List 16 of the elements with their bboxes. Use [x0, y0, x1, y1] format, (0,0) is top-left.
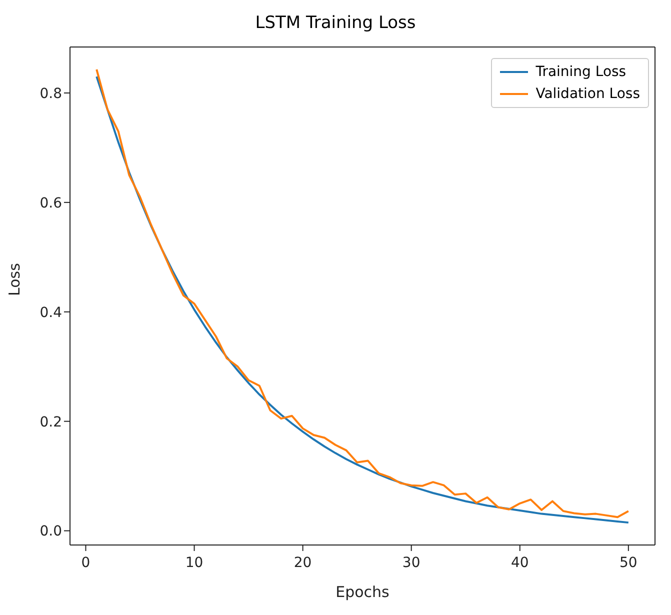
legend-label: Training Loss — [536, 63, 626, 82]
y-tick-label: 0.0 — [40, 524, 62, 540]
x-tick-label: 50 — [619, 555, 638, 571]
y-tick-label: 0.4 — [40, 304, 62, 321]
legend-label: Validation Loss — [536, 85, 640, 104]
x-tick-label: 10 — [185, 555, 204, 571]
chart-title: LSTM Training Loss — [254, 12, 417, 35]
y-axis-title: Loss — [5, 262, 24, 296]
y-tick-label: 0.8 — [40, 86, 62, 102]
x-tick-label: 0 — [81, 555, 90, 571]
x-tick-label: 20 — [294, 555, 312, 571]
x-tick-label: 30 — [402, 555, 420, 571]
x-axis-title: Epochs — [336, 583, 390, 601]
y-tick-label: 0.2 — [40, 414, 62, 430]
y-tick-label: 0.6 — [40, 195, 62, 212]
x-tick-label: 40 — [510, 555, 529, 571]
